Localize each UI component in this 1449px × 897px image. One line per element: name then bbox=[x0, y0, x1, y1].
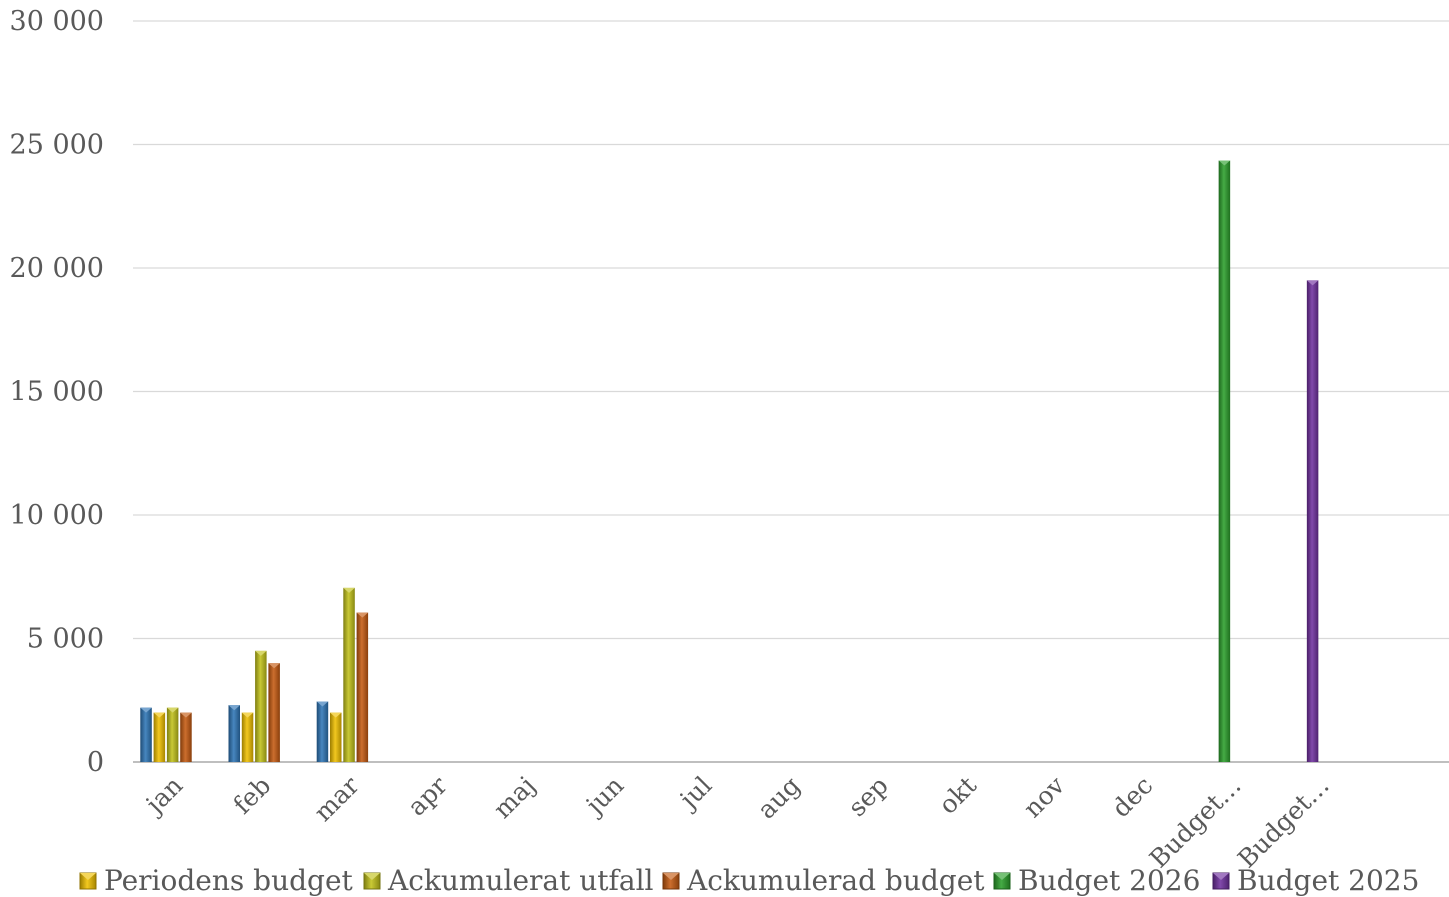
legend-label: Budget 2025 bbox=[1237, 864, 1419, 897]
legend-label: Budget 2026 bbox=[1018, 864, 1200, 897]
bar-cap bbox=[1218, 160, 1231, 166]
bar-cap bbox=[166, 707, 179, 713]
x-tick-label: mar bbox=[308, 771, 364, 827]
bar-mar-Ackumulerad budget bbox=[356, 612, 369, 762]
legend-label: Ackumulerat utfall bbox=[387, 864, 654, 897]
legend-label: Ackumulerad budget bbox=[686, 864, 985, 897]
x-tick-label: jul bbox=[672, 771, 717, 816]
x-tick-label: aug bbox=[752, 771, 806, 825]
legend-swatch-cap bbox=[364, 873, 380, 880]
bar-cap bbox=[241, 712, 254, 718]
bar-cap bbox=[356, 612, 369, 618]
bar-cap bbox=[343, 587, 355, 593]
x-tick-label: dec bbox=[1106, 771, 1158, 823]
legend-swatch-cap bbox=[1213, 873, 1229, 880]
x-tick-label: maj bbox=[488, 771, 541, 824]
bar-mar-series-0 bbox=[316, 701, 329, 762]
y-tick-label: 30 000 bbox=[10, 6, 104, 37]
legend-swatch-cap bbox=[994, 873, 1010, 880]
legend: Periodens budget Ackumulerat utfall Ackumu… bbox=[79, 864, 1419, 897]
bar-jan-Ackumulerad budget bbox=[180, 712, 192, 762]
bar-cap bbox=[268, 663, 280, 669]
bar-mar-Ackumulerat utfall bbox=[343, 587, 355, 762]
legend-label: Periodens budget bbox=[104, 864, 354, 897]
y-tick-label: 20 000 bbox=[10, 253, 104, 284]
bar-cap bbox=[140, 707, 152, 713]
x-tick-label: nov bbox=[1018, 770, 1071, 823]
y-tick-label: 25 000 bbox=[10, 130, 104, 161]
x-tick-label: sep bbox=[842, 771, 893, 822]
bar-cap bbox=[228, 705, 240, 711]
bar-feb-series-0 bbox=[228, 705, 240, 762]
bar-jan-Periodens budget bbox=[153, 712, 166, 762]
legend-swatch-cap bbox=[80, 873, 96, 880]
bar-cap bbox=[330, 712, 342, 718]
bar-Budget…-Budget 2025 bbox=[1306, 280, 1319, 762]
bar-jan-Ackumulerat utfall bbox=[166, 707, 179, 762]
x-axis: jan feb mar apr maj jun jul aug sep okt nov decBudg… bbox=[138, 770, 1335, 873]
legend-swatch-cap bbox=[663, 873, 679, 880]
bar-feb-Periodens budget bbox=[241, 712, 254, 762]
x-tick-label: Budget… bbox=[1144, 771, 1247, 874]
x-tick-label: jan bbox=[138, 771, 188, 821]
x-tick-label: apr bbox=[402, 771, 453, 822]
bar-Budget…-Budget 2026 bbox=[1218, 160, 1231, 762]
bar-mar-Periodens budget bbox=[330, 712, 342, 762]
bar-feb-Ackumulerat utfall bbox=[255, 650, 267, 762]
x-tick-label: okt bbox=[933, 771, 982, 820]
y-tick-label: 10 000 bbox=[10, 500, 104, 531]
bar-jan-series-0 bbox=[140, 707, 152, 762]
y-axis: 0 5 000 10 000 15 000 20 000 25 000 30 000 bbox=[10, 6, 104, 778]
x-tick-label: feb bbox=[228, 771, 277, 820]
x-tick-label: jun bbox=[578, 771, 629, 822]
bars bbox=[140, 160, 1319, 762]
bar-cap bbox=[1306, 280, 1319, 286]
y-tick-label: 5 000 bbox=[27, 624, 104, 655]
x-tick-label: Budget… bbox=[1232, 771, 1335, 874]
y-tick-label: 15 000 bbox=[10, 377, 104, 408]
bar-cap bbox=[255, 650, 267, 656]
gridlines bbox=[133, 20, 1449, 763]
y-tick-label: 0 bbox=[87, 747, 104, 778]
bar-cap bbox=[316, 701, 329, 707]
bar-cap bbox=[153, 712, 166, 718]
bar-cap bbox=[180, 712, 192, 718]
bar-feb-Ackumulerad budget bbox=[268, 663, 280, 762]
